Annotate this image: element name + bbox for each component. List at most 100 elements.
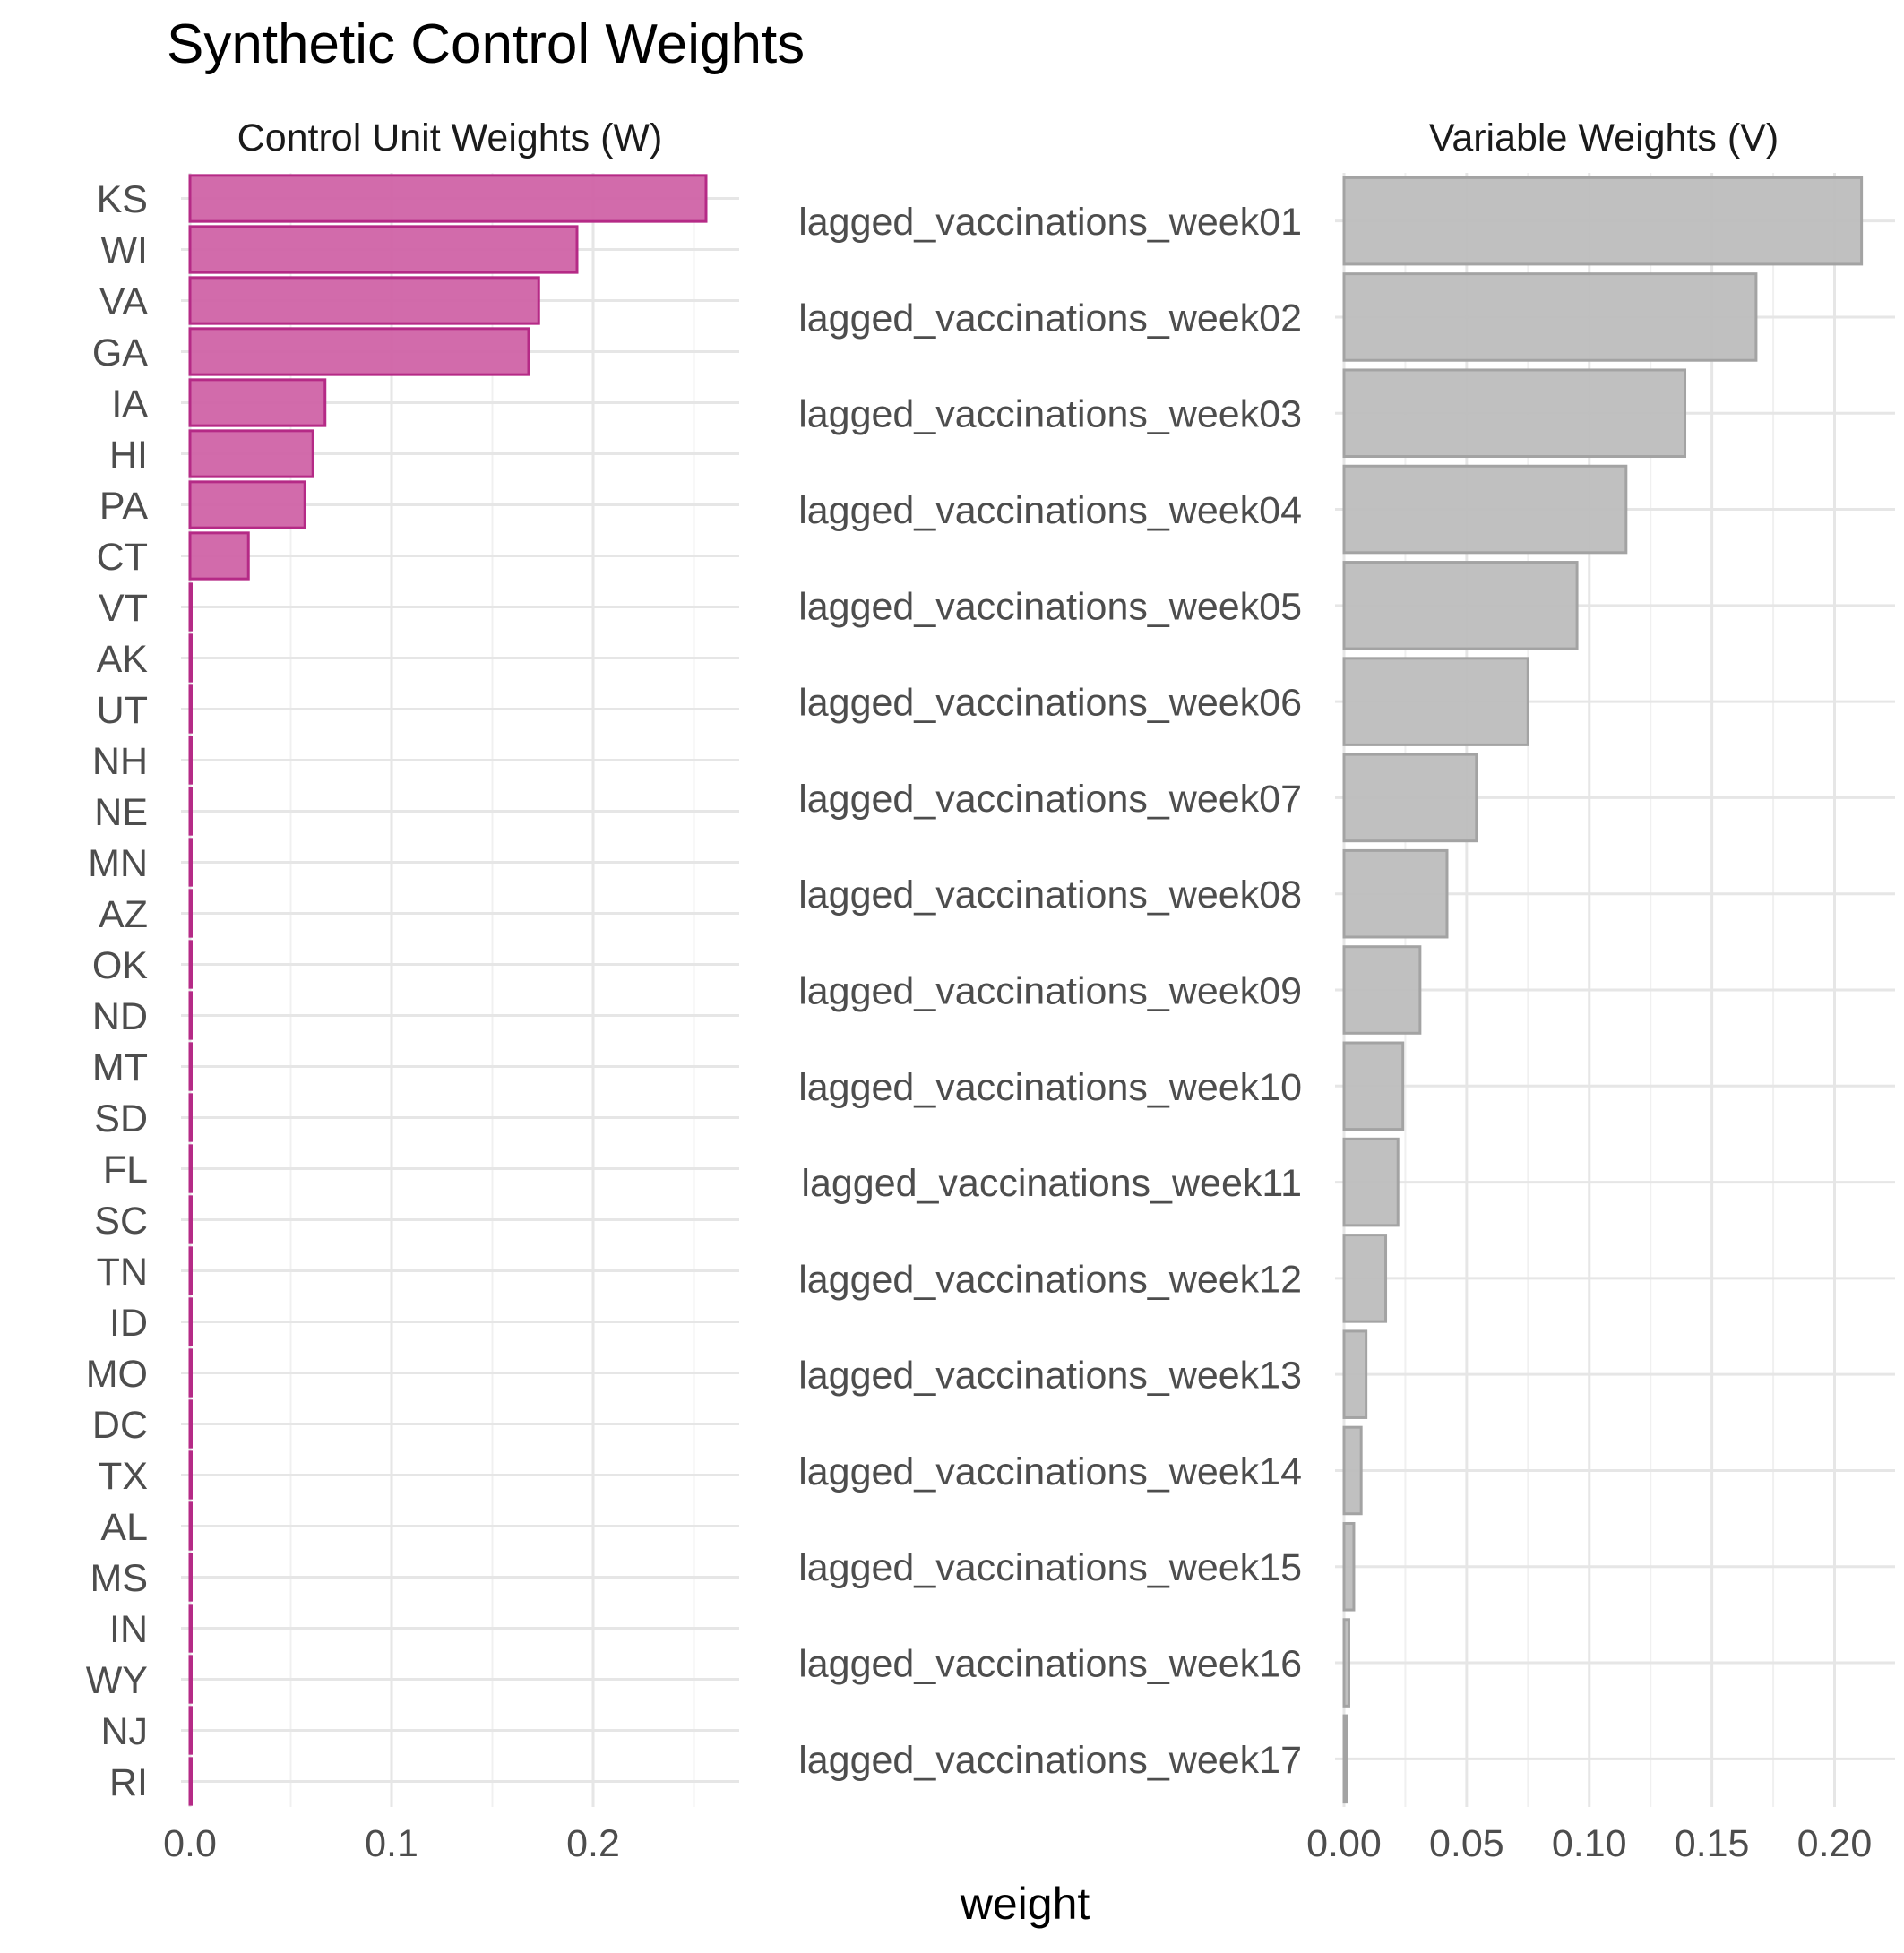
x-tick-label-v: 0.00 (1306, 1822, 1382, 1865)
bar-VA (188, 276, 540, 325)
bar-lagged_vaccinations_week12 (1342, 1234, 1388, 1323)
bar-SD (188, 1093, 193, 1142)
bar-lagged_vaccinations_week05 (1342, 561, 1579, 650)
category-label-TX: TX (99, 1455, 148, 1498)
category-label-lagged_vaccinations_week08: lagged_vaccinations_week08 (798, 873, 1302, 916)
bar-lagged_vaccinations_week09 (1342, 945, 1422, 1035)
category-label-ND: ND (92, 995, 148, 1038)
category-label-lagged_vaccinations_week07: lagged_vaccinations_week07 (798, 778, 1302, 821)
bar-lagged_vaccinations_week03 (1342, 368, 1687, 459)
x-tick-label-w: 0.1 (365, 1822, 418, 1865)
category-label-UT: UT (97, 689, 148, 732)
category-label-RI: RI (109, 1761, 148, 1804)
bar-UT (188, 684, 193, 734)
panel-title-w: Control Unit Weights (W) (237, 116, 663, 159)
category-label-lagged_vaccinations_week10: lagged_vaccinations_week10 (798, 1066, 1302, 1109)
bar-lagged_vaccinations_week13 (1342, 1329, 1368, 1419)
category-label-VA: VA (99, 280, 148, 323)
bar-lagged_vaccinations_week17 (1342, 1714, 1348, 1804)
bar-lagged_vaccinations_week02 (1342, 272, 1758, 362)
bar-IA (188, 378, 327, 427)
bar-TX (188, 1450, 193, 1500)
category-label-lagged_vaccinations_week13: lagged_vaccinations_week13 (798, 1355, 1302, 1398)
category-label-lagged_vaccinations_week04: lagged_vaccinations_week04 (798, 489, 1302, 532)
category-label-AZ: AZ (99, 893, 148, 936)
bar-lagged_vaccinations_week16 (1342, 1618, 1350, 1708)
category-label-lagged_vaccinations_week11: lagged_vaccinations_week11 (801, 1162, 1302, 1205)
category-label-VT: VT (99, 587, 148, 630)
bar-ID (188, 1297, 193, 1346)
bar-SC (188, 1195, 193, 1244)
bar-WI (188, 225, 579, 274)
category-label-MT: MT (92, 1046, 148, 1089)
bar-lagged_vaccinations_week04 (1342, 464, 1628, 555)
bar-MO (188, 1348, 193, 1398)
bar-VT (188, 582, 193, 632)
category-label-lagged_vaccinations_week17: lagged_vaccinations_week17 (798, 1739, 1302, 1782)
category-label-PA: PA (99, 485, 148, 528)
category-label-WI: WI (100, 229, 148, 272)
bar-KS (188, 174, 708, 223)
category-label-lagged_vaccinations_week12: lagged_vaccinations_week12 (798, 1258, 1302, 1301)
category-label-MS: MS (90, 1557, 149, 1600)
category-label-AL: AL (100, 1506, 148, 1549)
category-label-CT: CT (97, 536, 148, 579)
category-label-SD: SD (94, 1097, 148, 1140)
category-label-TN: TN (97, 1251, 148, 1294)
category-label-MN: MN (88, 842, 148, 885)
x-tick-label-v: 0.05 (1429, 1822, 1504, 1865)
category-label-FL: FL (103, 1149, 148, 1192)
bar-lagged_vaccinations_week14 (1342, 1425, 1363, 1516)
bar-FL (188, 1144, 193, 1193)
category-label-KS: KS (97, 178, 148, 221)
bar-MS (188, 1553, 193, 1602)
bar-lagged_vaccinations_week07 (1342, 753, 1478, 843)
category-label-MO: MO (86, 1353, 148, 1396)
bar-TN (188, 1246, 193, 1295)
category-label-IA: IA (111, 383, 148, 426)
category-label-lagged_vaccinations_week02: lagged_vaccinations_week02 (798, 297, 1302, 340)
bar-PA (188, 480, 306, 529)
x-tick-label-w: 0.2 (566, 1822, 620, 1865)
bar-lagged_vaccinations_week10 (1342, 1041, 1405, 1131)
bar-AZ (188, 889, 193, 938)
bar-RI (188, 1757, 193, 1806)
bar-AL (188, 1501, 193, 1551)
bar-ND (188, 991, 193, 1040)
category-label-NJ: NJ (100, 1710, 148, 1753)
category-label-GA: GA (92, 331, 148, 374)
x-tick-label-v: 0.15 (1675, 1822, 1750, 1865)
bar-lagged_vaccinations_week11 (1342, 1137, 1400, 1227)
bar-MN (188, 838, 193, 887)
x-tick-label-v: 0.10 (1552, 1822, 1627, 1865)
bar-MT (188, 1042, 193, 1091)
category-label-DC: DC (92, 1404, 148, 1447)
category-label-NH: NH (92, 740, 148, 783)
category-label-HI: HI (109, 434, 148, 477)
category-label-WY: WY (86, 1659, 148, 1702)
category-label-IN: IN (109, 1608, 148, 1651)
bar-HI (188, 429, 314, 478)
category-label-OK: OK (92, 944, 148, 987)
panel-variable-weights: Variable Weights (V) lagged_vaccinations_… (798, 116, 1895, 1865)
category-label-lagged_vaccinations_week16: lagged_vaccinations_week16 (798, 1643, 1302, 1686)
x-axis-label: weight (960, 1879, 1090, 1929)
category-label-lagged_vaccinations_week15: lagged_vaccinations_week15 (798, 1546, 1302, 1589)
x-tick-label-w: 0.0 (163, 1822, 217, 1865)
category-label-lagged_vaccinations_week05: lagged_vaccinations_week05 (798, 585, 1302, 628)
bar-IN (188, 1604, 193, 1653)
bar-GA (188, 327, 530, 376)
bar-lagged_vaccinations_week15 (1342, 1521, 1356, 1612)
bar-CT (188, 531, 250, 581)
bar-DC (188, 1399, 193, 1449)
bar-AK (188, 633, 193, 683)
category-label-lagged_vaccinations_week06: lagged_vaccinations_week06 (798, 682, 1302, 725)
category-label-ID: ID (109, 1302, 148, 1345)
category-label-lagged_vaccinations_week09: lagged_vaccinations_week09 (798, 969, 1302, 1012)
category-label-lagged_vaccinations_week01: lagged_vaccinations_week01 (798, 201, 1302, 244)
category-label-lagged_vaccinations_week03: lagged_vaccinations_week03 (798, 393, 1302, 436)
bar-NE (188, 787, 193, 836)
category-label-NE: NE (94, 791, 148, 834)
